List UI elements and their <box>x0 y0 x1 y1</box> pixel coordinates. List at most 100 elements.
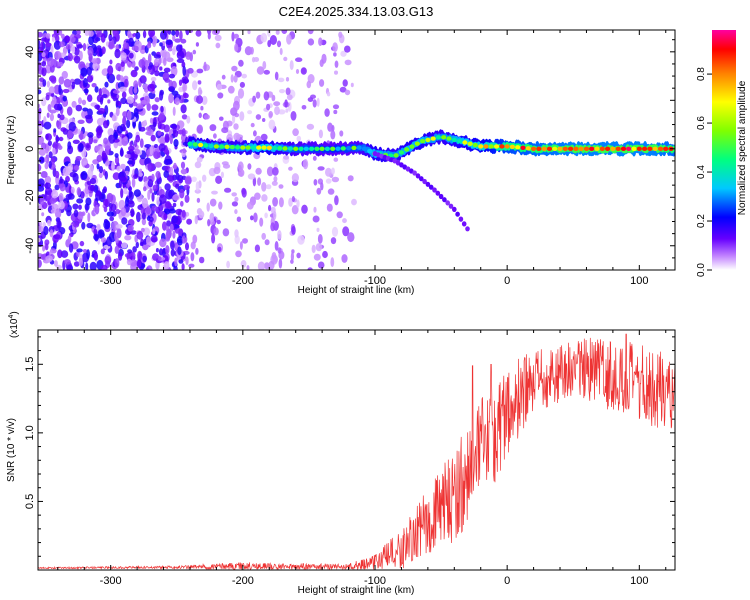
noise-blob <box>112 89 120 94</box>
noise-blob <box>106 211 115 217</box>
noise-blob <box>232 113 236 124</box>
noise-blob <box>274 241 279 251</box>
noise-blob <box>147 179 154 188</box>
noise-blob <box>166 175 175 182</box>
noise-blob <box>153 58 159 67</box>
noise-blob <box>41 142 47 150</box>
colorbar: 0.0 0.2 0.4 0.6 0.8 Normalized spectral ampl… <box>696 30 748 277</box>
ridge-peak <box>504 144 510 149</box>
noise-blob <box>261 182 267 192</box>
noise-blob <box>192 234 198 244</box>
ridge-peak <box>361 146 367 151</box>
noise-blob <box>68 243 74 253</box>
branch-blob <box>422 178 427 185</box>
noise-blob <box>44 182 51 189</box>
noise-blob <box>133 174 139 179</box>
noise-blob <box>67 141 72 150</box>
noise-blob <box>38 178 45 187</box>
noise-blob <box>276 40 282 48</box>
noise-blob <box>49 197 57 204</box>
noise-blob <box>157 130 162 136</box>
ridge-peak <box>472 142 478 148</box>
noise-blob <box>266 166 274 177</box>
ridge-peak <box>494 144 500 149</box>
noise-blob <box>45 133 52 141</box>
noise-blob <box>137 250 143 261</box>
noise-blob <box>75 156 82 161</box>
ridge-peak <box>208 143 214 149</box>
noise-blob <box>301 105 307 110</box>
noise-blob <box>168 208 176 214</box>
noise-blob <box>60 250 69 258</box>
noise-blob <box>159 42 163 47</box>
noise-blob <box>234 43 239 52</box>
noise-blob <box>112 30 119 37</box>
ridge-peak <box>192 142 198 147</box>
noise-blob <box>107 99 111 104</box>
ridge-peak <box>261 145 267 150</box>
noise-blob <box>255 114 262 120</box>
branch-blob <box>419 176 424 182</box>
noise-blob <box>180 38 187 44</box>
noise-blob <box>114 155 120 165</box>
ridge-peak <box>663 146 669 151</box>
noise-blob <box>114 232 118 241</box>
noise-blob <box>87 212 91 223</box>
noise-blob <box>333 52 337 57</box>
noise-blob <box>50 77 57 84</box>
noise-blob <box>88 30 94 37</box>
noise-blob <box>82 249 88 253</box>
noise-blob <box>120 147 124 157</box>
noise-blob <box>202 174 207 182</box>
noise-blob <box>167 30 172 35</box>
noise-blob <box>149 145 154 156</box>
noise-blob <box>138 172 143 177</box>
noise-blob <box>133 189 141 197</box>
noise-blob <box>140 207 145 215</box>
noise-blob <box>163 159 171 166</box>
noise-blob <box>107 65 114 76</box>
noise-blob <box>332 104 340 110</box>
y-tick-label: -20 <box>24 189 36 205</box>
noise-blob <box>186 115 191 124</box>
ridge-peak <box>235 145 241 150</box>
noise-blob <box>331 176 340 183</box>
noise-blob <box>143 119 147 127</box>
noise-blob <box>73 78 82 85</box>
noise-blob <box>319 79 325 87</box>
noise-blob <box>127 30 132 38</box>
noise-blob <box>150 235 158 243</box>
noise-blob <box>207 32 211 40</box>
noise-blob <box>316 97 320 107</box>
noise-blob <box>231 65 238 72</box>
noise-blob <box>163 57 167 66</box>
noise-blob <box>152 184 159 192</box>
noise-blob <box>268 260 275 270</box>
noise-blob <box>111 161 115 172</box>
colorbar-tick-label: 0.2 <box>696 214 707 228</box>
noise-blob <box>187 67 194 74</box>
noise-blob <box>82 77 88 88</box>
noise-blob <box>155 248 159 253</box>
noise-blob <box>111 114 117 122</box>
noise-blob <box>330 237 337 245</box>
noise-blob <box>170 248 176 257</box>
noise-blob <box>66 106 73 116</box>
noise-blob <box>82 160 88 166</box>
ridge-peak <box>324 146 330 151</box>
noise-blob <box>153 151 161 160</box>
noise-blob <box>260 133 268 141</box>
noise-blob <box>41 52 46 58</box>
noise-blob <box>50 208 57 214</box>
noise-blob <box>78 97 82 105</box>
noise-blob <box>49 109 57 114</box>
noise-blob <box>126 132 133 139</box>
noise-blob <box>151 104 159 111</box>
noise-blob <box>122 42 130 49</box>
ridge-peak <box>277 146 283 151</box>
ridge-peak <box>367 149 373 154</box>
noise-blob <box>215 175 223 184</box>
noise-blob <box>316 187 322 195</box>
noise-blob <box>48 86 55 94</box>
noise-blob <box>285 77 290 82</box>
